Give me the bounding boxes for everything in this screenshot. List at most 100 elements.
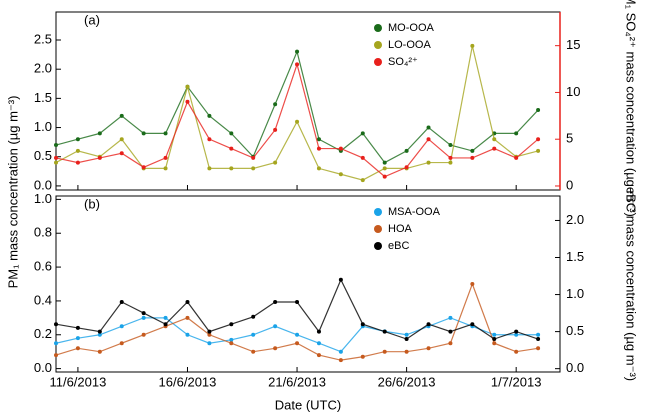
data-point bbox=[97, 155, 102, 160]
data-point bbox=[404, 148, 409, 153]
data-point bbox=[360, 131, 365, 136]
y-tick-label: 1.5 bbox=[34, 90, 52, 105]
data-point bbox=[75, 346, 80, 351]
data-point bbox=[75, 160, 80, 165]
data-point bbox=[536, 108, 541, 113]
data-point bbox=[426, 137, 431, 142]
y-tick-label: 0.6 bbox=[34, 259, 52, 274]
data-point bbox=[404, 332, 409, 337]
data-point bbox=[119, 137, 124, 142]
data-point bbox=[273, 324, 278, 329]
legend-label: eBC bbox=[388, 240, 409, 252]
data-point bbox=[207, 166, 212, 171]
data-point bbox=[273, 127, 278, 132]
data-point bbox=[141, 311, 146, 316]
data-point bbox=[185, 299, 190, 304]
data-point bbox=[338, 146, 343, 151]
data-point bbox=[185, 84, 190, 89]
y-tick-label: 0.5 bbox=[34, 148, 52, 163]
legend-label: MSA-OOA bbox=[388, 206, 441, 218]
y2-tick-label: 1.5 bbox=[566, 249, 584, 264]
plot-frame bbox=[55, 11, 561, 191]
data-point bbox=[119, 341, 124, 346]
data-point bbox=[185, 332, 190, 337]
legend-marker bbox=[374, 208, 382, 216]
data-point bbox=[470, 148, 475, 153]
data-point bbox=[426, 346, 431, 351]
data-point bbox=[360, 322, 365, 327]
data-point bbox=[97, 349, 102, 354]
plot-frame bbox=[55, 195, 561, 373]
data-point bbox=[119, 151, 124, 156]
data-point bbox=[119, 299, 124, 304]
legend-marker bbox=[374, 58, 382, 66]
legend-label: LO-OOA bbox=[388, 39, 431, 51]
data-point bbox=[382, 329, 387, 334]
data-point bbox=[273, 346, 278, 351]
series-line bbox=[55, 49, 539, 164]
legend-marker bbox=[374, 41, 382, 49]
data-point bbox=[75, 325, 80, 330]
data-point bbox=[75, 148, 80, 153]
data-point bbox=[316, 166, 321, 171]
data-point bbox=[207, 113, 212, 118]
data-point bbox=[316, 137, 321, 142]
data-point bbox=[448, 315, 453, 320]
data-point bbox=[75, 336, 80, 341]
data-point bbox=[54, 143, 58, 148]
data-point bbox=[251, 314, 256, 319]
data-point bbox=[251, 166, 256, 171]
data-point bbox=[273, 299, 278, 304]
panel-label: (a) bbox=[84, 12, 100, 27]
data-point bbox=[185, 99, 190, 104]
legend-label: HOA bbox=[388, 223, 413, 235]
y2-tick-label: 0 bbox=[566, 177, 573, 192]
legend-label: SO₄²⁺ bbox=[388, 56, 418, 68]
y-tick-label: 1.0 bbox=[34, 119, 52, 134]
y2-tick-label: 5 bbox=[566, 131, 573, 146]
data-point bbox=[338, 277, 343, 282]
data-point bbox=[273, 102, 278, 107]
data-point bbox=[448, 329, 453, 334]
data-point bbox=[251, 332, 256, 337]
y2-tick-label: 0.0 bbox=[566, 360, 584, 375]
data-point bbox=[207, 341, 212, 346]
data-point bbox=[470, 282, 475, 286]
data-point bbox=[163, 166, 168, 171]
data-point bbox=[119, 113, 124, 118]
y-tick-label: 2.5 bbox=[34, 31, 52, 46]
data-point bbox=[492, 337, 497, 342]
data-point bbox=[163, 322, 168, 327]
data-point bbox=[316, 329, 321, 334]
y-tick-label: 0.2 bbox=[34, 326, 52, 341]
data-point bbox=[448, 143, 453, 148]
data-point bbox=[163, 315, 168, 320]
y2-axis-title: eBC mass concentration (µg m⁻³) bbox=[624, 187, 639, 381]
data-point bbox=[514, 155, 519, 160]
data-point bbox=[75, 137, 80, 142]
data-point bbox=[54, 160, 58, 165]
y-axis-title: PM₁ mass concentration (µg m⁻³) bbox=[5, 96, 20, 289]
data-point bbox=[382, 349, 387, 354]
data-point bbox=[492, 146, 497, 151]
y-tick-label: 0.4 bbox=[34, 292, 52, 307]
data-point bbox=[316, 353, 321, 358]
y-tick-label: 0.0 bbox=[34, 177, 52, 192]
data-point bbox=[536, 337, 541, 342]
data-point bbox=[141, 332, 146, 337]
data-point bbox=[316, 341, 321, 346]
legend-marker bbox=[374, 24, 382, 32]
data-point bbox=[295, 49, 300, 54]
data-point bbox=[492, 332, 497, 337]
data-point bbox=[207, 137, 212, 142]
x-tick-label: 11/6/2013 bbox=[49, 374, 106, 389]
data-point bbox=[404, 349, 409, 354]
data-point bbox=[338, 172, 343, 177]
data-point bbox=[426, 160, 431, 165]
data-point bbox=[207, 329, 212, 334]
data-point bbox=[470, 322, 475, 327]
data-point bbox=[360, 155, 365, 160]
x-tick-label: 1/7/2013 bbox=[491, 374, 542, 389]
data-point bbox=[338, 349, 343, 354]
